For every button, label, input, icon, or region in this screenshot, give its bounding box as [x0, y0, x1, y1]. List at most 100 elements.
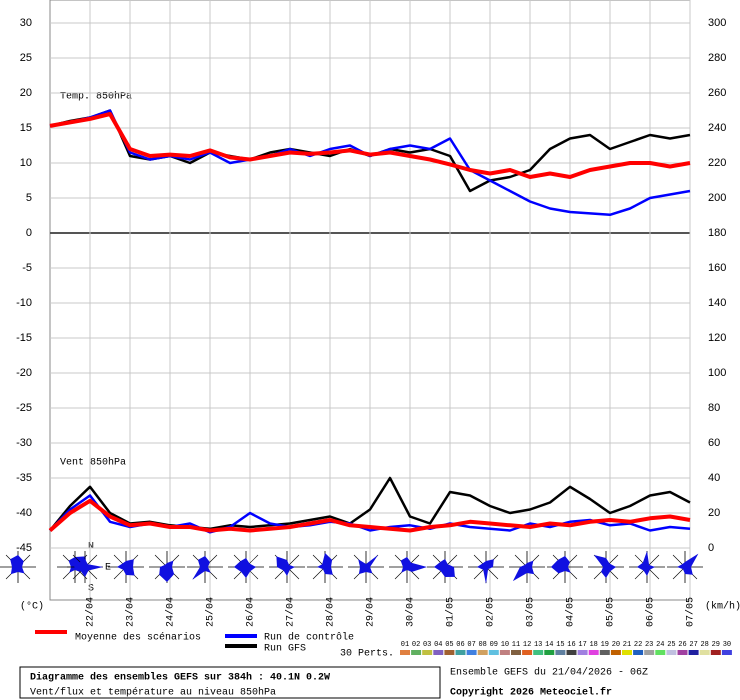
x-tick-label: 30/04 [405, 597, 417, 627]
perturbation-swatch [610, 650, 621, 655]
perturbation-swatch [688, 650, 699, 655]
x-tick-label: 24/04 [165, 597, 177, 627]
y2-tick-label: 160 [708, 262, 726, 274]
x-tick-label: 23/04 [125, 597, 137, 627]
perturbation-swatch [633, 650, 644, 655]
perturbation-label: 16 [567, 641, 575, 649]
y-tick-label: -10 [16, 297, 32, 309]
rose-shape [637, 551, 655, 576]
perturbation-swatch [699, 650, 710, 655]
y2-tick-label: 300 [708, 17, 726, 29]
x-tick-label: 26/04 [245, 597, 257, 627]
info-subtitle: Vent/flux et température au niveau 850hP… [30, 687, 276, 699]
y2-tick-label: 100 [708, 367, 726, 379]
wind-rose [348, 551, 384, 583]
perturbation-label: 23 [645, 641, 653, 649]
perturbation-swatch [522, 650, 533, 655]
perturbation-label: 27 [689, 641, 697, 649]
perturbation-swatch [411, 650, 422, 655]
x-tick-label: 22/04 [85, 597, 97, 627]
legend-label: Run de contrôle [264, 632, 354, 644]
y2-tick-label: 280 [708, 52, 726, 64]
y-tick-label: 20 [20, 87, 32, 99]
temp-label: Temp. 850hPa [60, 91, 132, 103]
wind-rose [149, 551, 185, 583]
y-tick-label: -20 [16, 367, 32, 379]
wind-rose [509, 551, 545, 583]
wind-rose [588, 551, 624, 583]
wind-rose [108, 551, 144, 583]
perturbation-label: 02 [412, 641, 420, 649]
wind-rose [468, 551, 504, 584]
rose-shape [512, 560, 535, 582]
perturbation-label: 01 [401, 641, 409, 649]
legend-label: Run GFS [264, 644, 306, 655]
perturbation-swatch [400, 650, 410, 655]
perturbation-swatch [511, 650, 521, 655]
y2-tick-label: 200 [708, 192, 726, 204]
perturbation-swatch [477, 650, 488, 655]
rose-shape [159, 560, 175, 582]
compass-n: N [88, 542, 94, 553]
x-tick-label: 07/05 [685, 597, 697, 627]
perturbation-swatch [622, 650, 632, 655]
y2-tick-label: 260 [708, 87, 726, 99]
x-tick-label: 06/05 [645, 597, 657, 627]
y2-tick-label: 40 [708, 472, 720, 484]
wind-rose [0, 551, 36, 583]
x-tick-label: 01/05 [445, 597, 457, 627]
wind-rose [187, 551, 223, 583]
perturbation-swatch [588, 650, 599, 655]
y-tick-label: 5 [26, 192, 32, 204]
y2-tick-label: 60 [708, 437, 720, 449]
perturbation-label: 20 [612, 641, 620, 649]
perturbation-swatch [466, 650, 477, 655]
y-unit: (°C) [20, 601, 44, 613]
perturbations-label: 30 Perts. [340, 649, 394, 660]
y2-tick-label: 220 [708, 157, 726, 169]
rose-shape [400, 557, 427, 573]
y-tick-label: 25 [20, 52, 32, 64]
wind-rose [667, 551, 703, 583]
perturbation-label: 08 [478, 641, 486, 649]
x-tick-label: 29/04 [365, 597, 377, 627]
y-tick-label: 10 [20, 157, 32, 169]
y-tick-label: 15 [20, 122, 32, 134]
y2-tick-label: 240 [708, 122, 726, 134]
perturbation-label: 10 [501, 641, 509, 649]
rose-shape [677, 553, 699, 575]
rose-shape [10, 555, 25, 575]
rose-shape [117, 559, 135, 576]
y-tick-label: 30 [20, 17, 32, 29]
run-info: Ensemble GEFS du 21/04/2026 - 06Z [450, 667, 648, 679]
rose-shape [234, 558, 256, 578]
y2-tick-label: 180 [708, 227, 726, 239]
perturbation-label: 28 [700, 641, 708, 649]
y2-tick-label: 80 [708, 402, 720, 414]
series-line [48, 498, 691, 533]
x-tick-label: 28/04 [325, 597, 337, 627]
perturbation-label: 11 [512, 641, 520, 649]
perturbation-label: 30 [723, 641, 731, 649]
perturbation-swatch [577, 650, 588, 655]
perturbation-label: 03 [423, 641, 431, 649]
perturbation-swatch [533, 650, 544, 655]
perturbation-swatch [544, 650, 555, 655]
series-line [49, 112, 691, 179]
perturbation-label: 25 [667, 641, 675, 649]
rose-shape [358, 555, 378, 575]
perturbation-swatch [721, 650, 732, 655]
perturbation-label: 12 [523, 641, 531, 649]
x-tick-label: 25/04 [205, 597, 217, 627]
perturbation-label: 21 [623, 641, 631, 649]
wind-rose [389, 551, 427, 583]
perturbation-label: 29 [712, 641, 720, 649]
perturbation-label: 22 [634, 641, 642, 649]
x-tick-label: 27/04 [285, 597, 297, 627]
perturbation-label: 07 [467, 641, 475, 649]
y2-tick-label: 120 [708, 332, 726, 344]
y2-tick-label: 140 [708, 297, 726, 309]
perturbation-label: 06 [456, 641, 464, 649]
y2-tick-label: 20 [708, 507, 720, 519]
